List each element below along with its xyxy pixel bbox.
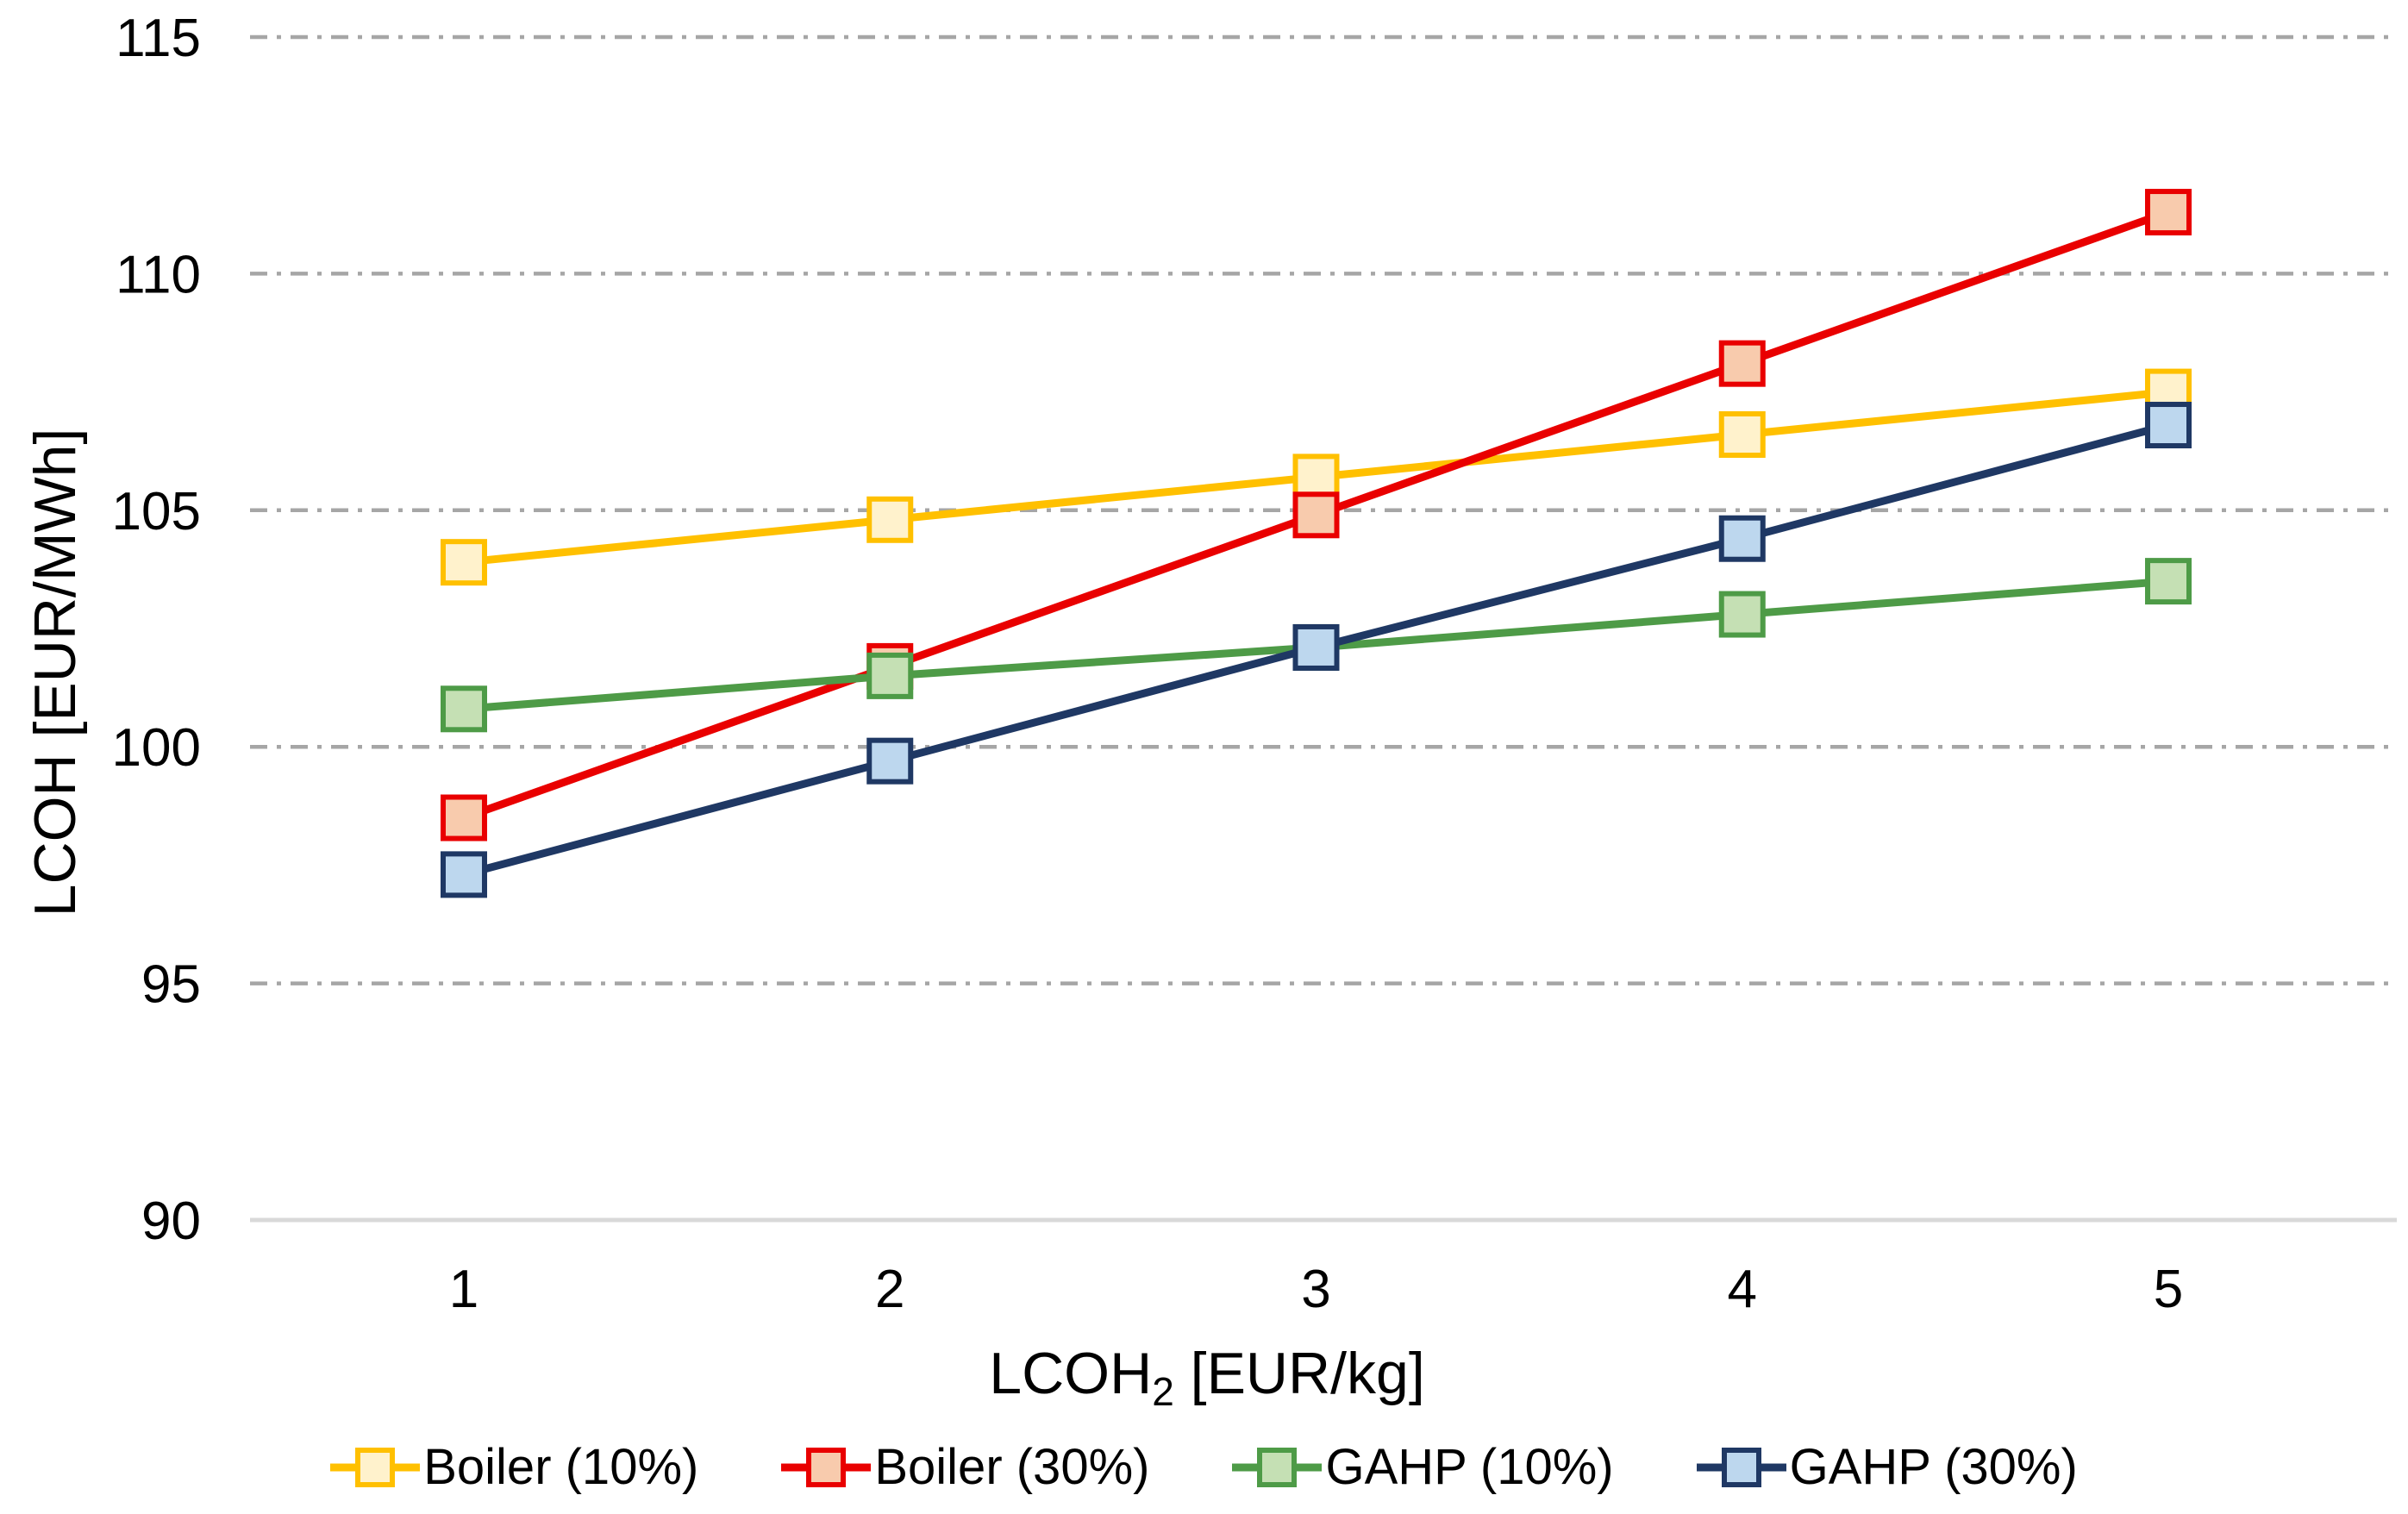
x-tick-label-5: 5 xyxy=(2154,1260,2183,1319)
x-axis-title: LCOH2 [EUR/kg] xyxy=(989,1341,1425,1414)
legend-item-gahp-30: GAHP (30%) xyxy=(1696,1438,2078,1496)
marker-gahp-30-x5 xyxy=(2145,402,2192,449)
legend-item-boiler-30: Boiler (30%) xyxy=(781,1438,1149,1496)
legend-label-boiler-30: Boiler (30%) xyxy=(874,1439,1150,1495)
marker-gahp-10-x1 xyxy=(441,685,487,733)
legend-marker-icon-gahp-30 xyxy=(1696,1447,1786,1487)
chart-legend: Boiler (10%) Boiler (30%) GAHP (10%) GAHP (… xyxy=(0,1438,2408,1496)
marker-gahp-10-x4 xyxy=(1718,591,1766,638)
marker-boiler-30-x5 xyxy=(2145,189,2192,236)
x-axis-title-units: [EUR/kg] xyxy=(1173,1341,1425,1406)
legend-marker-icon-gahp-10 xyxy=(1232,1447,1323,1487)
marker-boiler-10-x2 xyxy=(866,496,914,543)
marker-boiler-10-x4 xyxy=(1718,410,1766,458)
series-gahp-30 xyxy=(441,402,2192,898)
y-axis-title: LCOH [EUR/MWh] xyxy=(22,429,89,917)
x-tick-label-1: 1 xyxy=(449,1260,478,1319)
marker-gahp-30-x1 xyxy=(441,851,487,898)
marker-gahp-30-x4 xyxy=(1718,515,1766,562)
y-tick-label-110: 110 xyxy=(116,245,201,304)
marker-boiler-30-x4 xyxy=(1718,340,1766,387)
marker-boiler-30-x1 xyxy=(441,794,487,841)
marker-boiler-10-x1 xyxy=(441,539,487,586)
marker-boiler-10-x3 xyxy=(1292,454,1340,501)
x-tick-label-2: 2 xyxy=(875,1260,904,1319)
marker-boiler-30-x3 xyxy=(1292,491,1340,539)
legend-label-boiler-10: Boiler (10%) xyxy=(423,1439,699,1495)
marker-gahp-30-x2 xyxy=(866,737,914,785)
y-tick-label-95: 95 xyxy=(141,955,201,1015)
series-boiler-10 xyxy=(441,368,2192,586)
legend-item-gahp-10: GAHP (10%) xyxy=(1232,1438,1614,1496)
legend-label-gahp-30: GAHP (30%) xyxy=(1789,1439,2078,1495)
x-axis-title-main: LCOH xyxy=(989,1341,1153,1406)
y-tick-label-105: 105 xyxy=(112,482,201,541)
x-tick-label-4: 4 xyxy=(1728,1260,1757,1319)
legend-marker-icon-boiler-30 xyxy=(781,1447,872,1487)
y-tick-label-100: 100 xyxy=(112,718,201,778)
marker-gahp-10-x2 xyxy=(866,652,914,699)
x-axis-title-subscript: 2 xyxy=(1152,1369,1174,1414)
marker-gahp-30-x3 xyxy=(1292,623,1340,671)
series-boiler-30 xyxy=(441,189,2192,841)
y-tick-label-115: 115 xyxy=(116,9,201,68)
legend-item-boiler-10: Boiler (10%) xyxy=(330,1438,698,1496)
y-axis-title-text: LCOH [EUR/MWh] xyxy=(22,428,88,917)
y-tick-label-90: 90 xyxy=(141,1192,201,1251)
legend-label-gahp-10: GAHP (10%) xyxy=(1325,1439,1614,1495)
marker-gahp-10-x5 xyxy=(2145,558,2192,605)
legend-marker-icon-boiler-10 xyxy=(330,1447,421,1487)
x-tick-label-3: 3 xyxy=(1301,1260,1330,1319)
